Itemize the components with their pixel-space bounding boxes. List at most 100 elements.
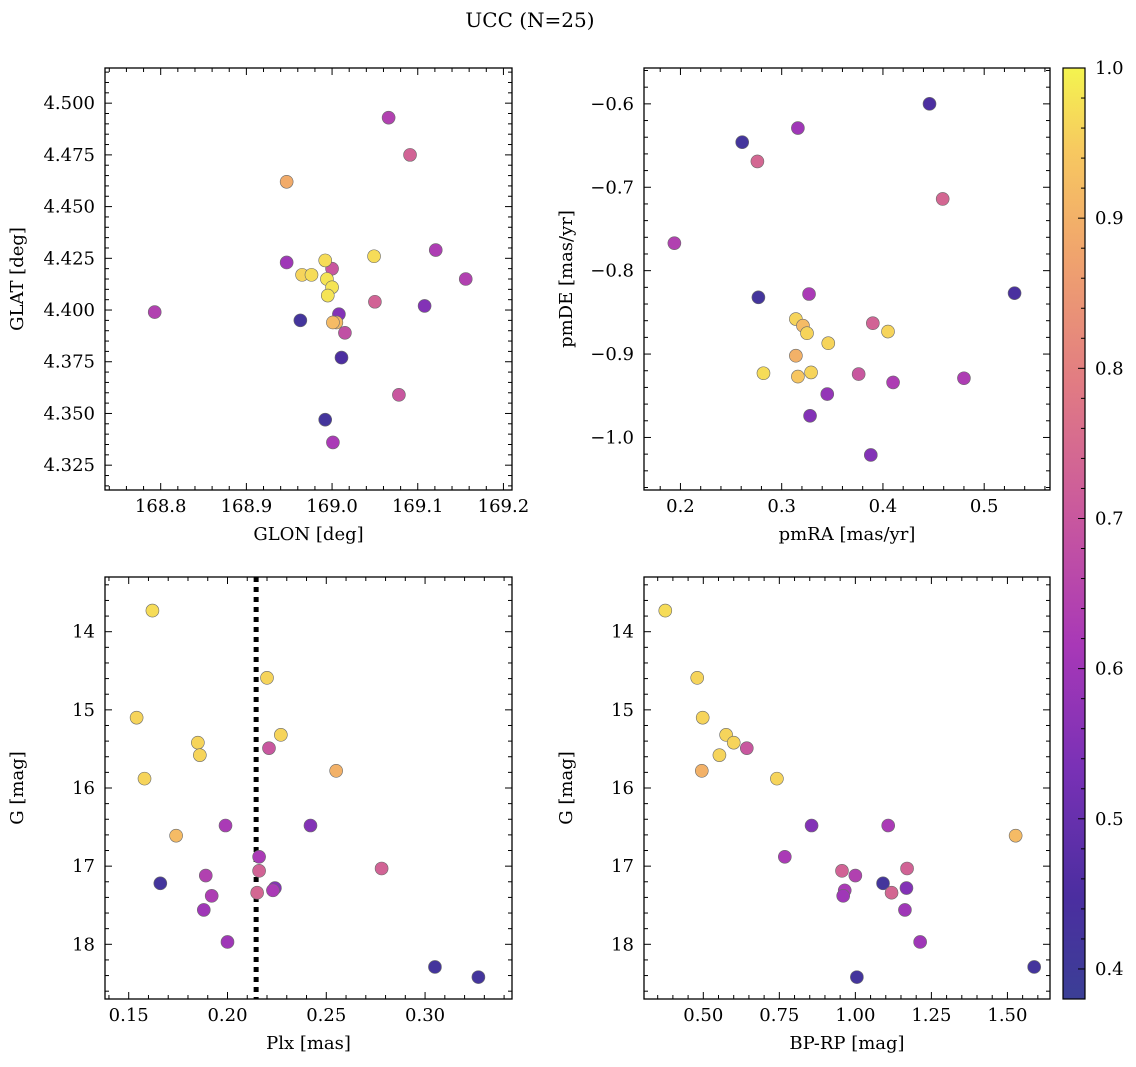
data-point <box>802 287 816 301</box>
points <box>129 603 486 984</box>
panel-3: 0.15 0.20 0.25 0.30 14 15 16 17 18 Plx [mas] G [ma… <box>7 576 513 1054</box>
data-point <box>318 412 333 427</box>
data-point <box>169 828 183 843</box>
data-point <box>266 883 280 898</box>
data-point <box>899 881 914 895</box>
data-point <box>913 935 927 949</box>
y-tick-label: −0.7 <box>590 177 634 198</box>
data-point <box>198 868 213 883</box>
axes-frame <box>104 67 513 491</box>
y-tick-label: 4.475 <box>43 145 95 166</box>
data-point <box>403 148 417 162</box>
x-axis-label: GLON [deg] <box>253 524 363 545</box>
x-axis-label: Plx [mas] <box>266 1033 351 1054</box>
ticks <box>105 68 512 490</box>
data-point <box>334 350 349 365</box>
y-tick-label: −0.6 <box>590 94 634 115</box>
data-point <box>250 885 264 900</box>
figure-title: UCC (N=25) <box>465 8 594 32</box>
data-point <box>726 735 741 750</box>
y-tick-label: 15 <box>611 700 634 721</box>
data-point <box>881 818 896 833</box>
data-point <box>458 272 473 286</box>
x-tick-label: 1.25 <box>911 1005 951 1026</box>
y-tick-label: 4.350 <box>43 403 95 424</box>
data-point <box>220 935 235 949</box>
data-point <box>193 748 207 762</box>
data-point <box>137 771 152 786</box>
x-tick-label: 0.30 <box>405 1005 445 1026</box>
panel-1: 168.8 168.9 169.0 169.1 169.2 4.325 4.350 4.375… <box>7 67 529 545</box>
colorbar-tick-label: 0.8 <box>1095 358 1124 379</box>
data-point <box>279 255 294 270</box>
x-axis-label: BP-RP [mag] <box>789 1033 904 1054</box>
data-point <box>804 365 818 380</box>
x-tick-label: 0.3 <box>767 496 796 517</box>
data-point <box>789 348 803 363</box>
y-axis-label: G [mag] <box>7 751 28 824</box>
y-tick-label: 14 <box>611 622 634 643</box>
x-tick-label: 1.50 <box>987 1005 1027 1026</box>
data-point <box>881 324 895 339</box>
y-axis-label: G [mag] <box>556 751 577 824</box>
data-point <box>820 387 835 401</box>
y-axis-label: pmDE [mas/yr] <box>556 210 577 348</box>
data-point <box>791 121 805 135</box>
data-point <box>374 861 389 876</box>
data-point <box>368 294 382 309</box>
data-point <box>320 288 335 303</box>
data-point <box>147 305 162 319</box>
axes-frame <box>104 576 513 1000</box>
data-point <box>898 903 912 917</box>
data-point <box>1008 828 1023 843</box>
x-axis-label: pmRA [mas/yr] <box>779 524 916 545</box>
y-tick-label: 4.375 <box>43 352 95 373</box>
data-point <box>848 868 863 883</box>
x-tick-label: 0.15 <box>109 1005 149 1026</box>
data-point <box>658 603 673 618</box>
data-point <box>274 728 288 742</box>
data-point <box>863 448 878 462</box>
y-tick-label: 16 <box>611 778 634 799</box>
data-point <box>866 316 880 331</box>
data-point <box>836 889 850 903</box>
colorbar-tick-label: 0.7 <box>1095 508 1124 529</box>
data-point <box>145 603 160 618</box>
data-point <box>1027 960 1041 974</box>
y-tick-label: 17 <box>611 856 634 877</box>
data-point <box>694 764 709 778</box>
data-point <box>338 325 352 340</box>
y-axis-label: GLAT [deg] <box>7 227 28 331</box>
points <box>667 97 1022 462</box>
x-tick-label: 0.75 <box>759 1005 799 1026</box>
y-tick-label: −0.9 <box>590 344 634 365</box>
data-point <box>791 369 805 384</box>
data-point <box>735 135 750 150</box>
x-tick-label: 168.8 <box>135 496 187 517</box>
x-tick-label: 169.0 <box>306 496 358 517</box>
data-point <box>196 903 211 917</box>
data-point <box>804 818 819 833</box>
y-tick-label: −0.8 <box>590 261 634 282</box>
data-point <box>835 864 849 878</box>
y-tick-label: 15 <box>72 700 95 721</box>
data-point <box>262 741 276 755</box>
data-point <box>756 366 771 381</box>
data-point <box>1007 286 1022 300</box>
data-point <box>922 97 937 111</box>
y-tick-label: 14 <box>72 622 95 643</box>
x-tick-label: 0.5 <box>970 496 999 517</box>
data-point <box>329 764 343 778</box>
data-point <box>252 864 266 878</box>
y-tick-label: 17 <box>72 856 95 877</box>
data-point <box>695 710 710 725</box>
panel-4: 0.50 0.75 1.00 1.25 1.50 14 15 16 17 18 BP-RP [mag… <box>556 576 1051 1054</box>
colorbar-tick-label: 0.9 <box>1095 208 1124 229</box>
data-point <box>886 375 900 390</box>
data-point <box>279 174 294 189</box>
axes-frame <box>643 576 1051 1000</box>
data-point <box>851 367 866 381</box>
data-point <box>876 876 890 891</box>
data-point <box>381 110 396 125</box>
